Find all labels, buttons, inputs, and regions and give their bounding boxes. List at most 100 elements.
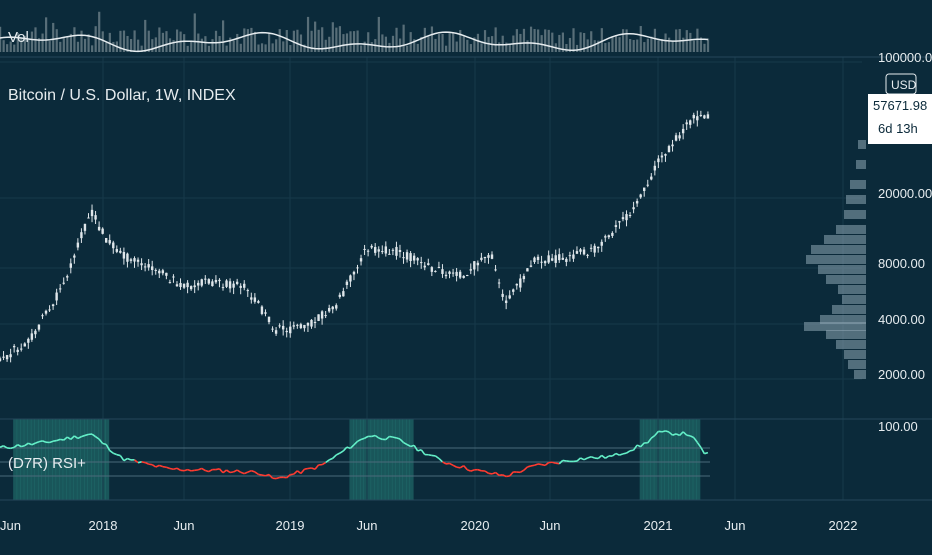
volume-bar — [636, 40, 638, 52]
volume-bar — [371, 42, 373, 52]
volume-bar — [544, 29, 546, 52]
candle-body — [55, 293, 57, 301]
volume-bar — [427, 36, 429, 52]
candle-body — [512, 289, 514, 291]
volume-profile-bar — [848, 360, 866, 369]
candle-body — [480, 258, 482, 260]
price-axis-label: 4000.00 — [878, 312, 925, 327]
price-axis-label: 2000.00 — [878, 367, 925, 382]
candle-body — [229, 281, 231, 288]
rsi-line-segment — [216, 469, 220, 470]
candle-body — [558, 254, 560, 260]
volume-bar — [272, 43, 274, 52]
volume-bar — [52, 23, 54, 52]
candle-body — [622, 217, 624, 219]
volume-bar — [622, 29, 624, 52]
rsi-band — [686, 419, 690, 500]
volume-bar — [516, 29, 518, 52]
candle-body — [268, 317, 270, 322]
volume-bar — [551, 33, 553, 52]
rsi-band — [388, 419, 392, 500]
rsi-line-segment — [53, 441, 57, 442]
symbol-title: Bitcoin / U.S. Dollar, 1W, INDEX — [8, 87, 236, 104]
rsi-band — [403, 419, 407, 500]
rsi-band — [392, 419, 396, 500]
time-axis-label: Jun — [0, 518, 21, 533]
volume-bar — [254, 32, 256, 52]
rsi-band — [640, 419, 644, 500]
candle-body — [625, 214, 627, 220]
volume-bar — [587, 39, 589, 52]
candle-body — [632, 207, 634, 209]
candle-body — [335, 305, 337, 308]
volume-bar — [654, 29, 656, 52]
rsi-band — [672, 419, 676, 500]
time-axis-label: Jun — [357, 518, 378, 533]
time-axis-label: Jun — [725, 518, 746, 533]
volume-bar — [604, 43, 606, 52]
candle-body — [13, 346, 15, 347]
candle-body — [615, 225, 617, 227]
volume-bar — [240, 44, 242, 52]
volume-bar — [367, 32, 369, 52]
volume-profile-bar — [804, 322, 866, 331]
volume-profile-bar — [844, 350, 866, 359]
volume-bar — [466, 40, 468, 52]
candle-body — [569, 255, 571, 256]
candle-body — [572, 254, 574, 258]
rsi-axis-label: 100.00 — [878, 419, 918, 434]
candle-body — [27, 339, 29, 343]
time-axis-label: Jun — [174, 518, 195, 533]
candle-body — [9, 354, 11, 357]
candle-body — [282, 326, 284, 329]
volume-bar — [41, 34, 43, 52]
volume-bar — [449, 33, 451, 52]
volume-bar — [56, 29, 58, 52]
rsi-line-segment — [205, 471, 209, 472]
volume-bar — [565, 44, 567, 52]
candle-body — [130, 259, 132, 261]
volume-bar — [664, 33, 666, 52]
volume-bar — [480, 43, 482, 52]
rsi-line-segment — [563, 460, 567, 461]
candle-body — [611, 233, 613, 236]
rsi-band — [682, 419, 686, 500]
volume-bar — [187, 46, 189, 52]
rsi-line-segment — [393, 437, 397, 438]
rsi-line-segment — [81, 435, 85, 436]
candle-body — [473, 261, 475, 269]
candle-body — [80, 232, 82, 238]
candle-body — [34, 331, 36, 334]
rsi-line-segment — [117, 455, 121, 456]
volume-bar — [91, 45, 93, 52]
rsi-line-segment — [230, 472, 234, 473]
candle-body — [537, 257, 539, 260]
time-axis-label: 2019 — [276, 518, 305, 533]
volume-bar — [190, 41, 192, 52]
rsi-band — [410, 419, 414, 500]
volume-bar — [353, 31, 355, 52]
candle-body — [109, 240, 111, 243]
rsi-line-segment — [170, 468, 174, 469]
rsi-line-segment — [262, 475, 266, 476]
volume-bar — [395, 28, 397, 52]
candle-body — [317, 314, 319, 321]
rsi-line-segment — [163, 467, 167, 468]
volume-bar — [325, 40, 327, 52]
rsi-line-segment — [623, 453, 627, 454]
volume-bar — [215, 31, 217, 52]
usd-badge[interactable]: USD — [886, 74, 917, 94]
candle-body — [239, 286, 241, 288]
volume-bar — [300, 34, 302, 52]
volume-bar — [162, 33, 164, 52]
volume-bar — [264, 44, 266, 52]
volume-bar — [197, 34, 199, 52]
rsi-band — [102, 419, 106, 500]
volume-bar — [257, 44, 259, 52]
candle-body — [700, 115, 702, 116]
candle-body — [261, 307, 263, 314]
rsi-line-segment — [542, 465, 546, 466]
volume-profile-bar — [836, 225, 866, 234]
candle-body — [498, 283, 500, 284]
